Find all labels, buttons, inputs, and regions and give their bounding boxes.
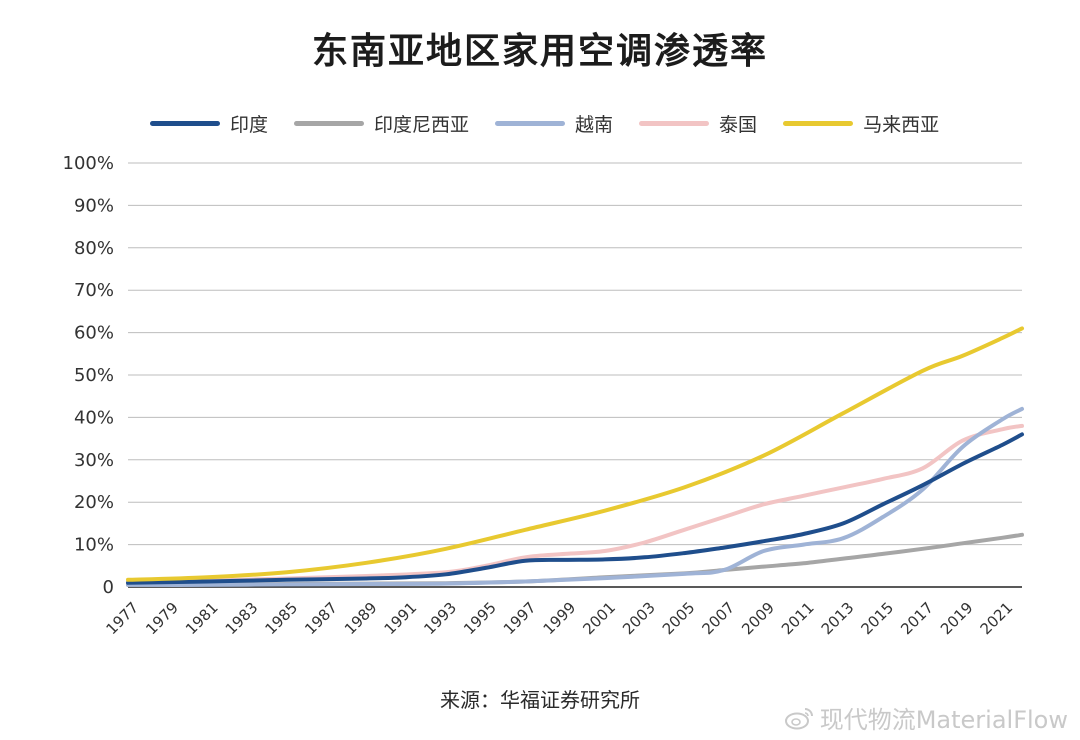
legend-swatch — [783, 120, 854, 126]
x-tick-label: 2009 — [738, 599, 778, 639]
x-tick-label: 1997 — [500, 599, 540, 639]
watermark-text: 现代物流MaterialFlow — [819, 706, 1068, 734]
y-tick-label: 80% — [74, 238, 114, 259]
series-line-4 — [126, 326, 1024, 582]
x-tick-label: 2005 — [659, 599, 699, 639]
y-tick-label: 60% — [74, 323, 114, 344]
y-tick-label: 30% — [74, 450, 114, 471]
y-tick-label: 90% — [74, 195, 114, 216]
legend-item: 印度 — [150, 110, 268, 137]
legend-item: 马来西亚 — [783, 110, 939, 137]
x-tick-label: 1995 — [460, 599, 500, 639]
x-tick-label: 1993 — [420, 599, 460, 639]
x-tick-label: 2013 — [818, 599, 858, 639]
x-tick-label: 1999 — [540, 599, 580, 639]
legend-item: 越南 — [495, 110, 613, 137]
y-tick-label: 100% — [63, 153, 114, 174]
x-tick-label: 1989 — [341, 599, 381, 639]
legend-item: 印度尼西亚 — [294, 110, 469, 137]
x-tick-label: 2021 — [977, 599, 1017, 639]
legend-swatch — [495, 120, 566, 126]
x-tick-label: 2011 — [778, 599, 818, 639]
legend-label: 泰国 — [719, 113, 758, 136]
legend-label: 印度尼西亚 — [374, 113, 470, 136]
y-tick-label: 50% — [74, 365, 114, 386]
x-tick-label: 2007 — [699, 599, 739, 639]
weibo-logo-icon — [784, 707, 813, 729]
x-tick-label: 1983 — [222, 599, 262, 639]
legend-item: 泰国 — [639, 110, 757, 137]
series-line-0 — [126, 432, 1024, 585]
x-tick-label: 2019 — [937, 599, 977, 639]
legend-swatch — [639, 120, 710, 126]
watermark: 现代物流MaterialFlow — [784, 700, 1068, 735]
source-note: 来源：华福证券研究所 — [440, 688, 640, 712]
chart-legend: 印度 印度尼西亚 越南 泰国 马来西亚 — [150, 110, 965, 136]
x-tick-label: 2017 — [897, 599, 937, 639]
legend-swatch — [150, 120, 220, 126]
y-tick-label: 70% — [74, 280, 114, 301]
x-tick-label: 2003 — [619, 599, 659, 639]
legend-swatch — [294, 120, 365, 126]
x-tick-label: 1979 — [142, 599, 182, 639]
x-tick-label: 1977 — [103, 599, 143, 639]
x-tick-label: 1985 — [261, 599, 301, 639]
x-tick-label: 1981 — [182, 599, 222, 639]
legend-label: 印度 — [230, 113, 269, 136]
x-tick-label: 1991 — [381, 599, 421, 639]
chart-title: 东南亚地区家用空调渗透率 — [311, 31, 768, 72]
legend-label: 马来西亚 — [863, 113, 940, 136]
y-tick-label: 0 — [103, 577, 114, 598]
legend-label: 越南 — [575, 113, 614, 136]
y-tick-label: 40% — [74, 407, 114, 428]
x-tick-label: 2001 — [579, 599, 619, 639]
y-tick-label: 20% — [74, 492, 114, 513]
x-tick-label: 1987 — [301, 599, 341, 639]
x-tick-label: 2015 — [857, 599, 897, 639]
y-tick-label: 10% — [74, 535, 114, 556]
series-line-3 — [126, 423, 1024, 585]
